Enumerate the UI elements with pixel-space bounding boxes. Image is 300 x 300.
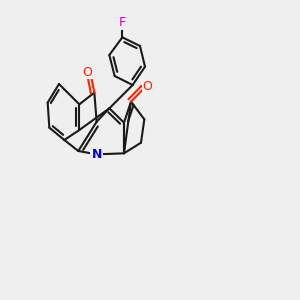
Text: O: O: [83, 65, 93, 79]
Text: O: O: [142, 80, 152, 93]
Text: N: N: [92, 148, 102, 161]
Text: F: F: [119, 16, 126, 29]
